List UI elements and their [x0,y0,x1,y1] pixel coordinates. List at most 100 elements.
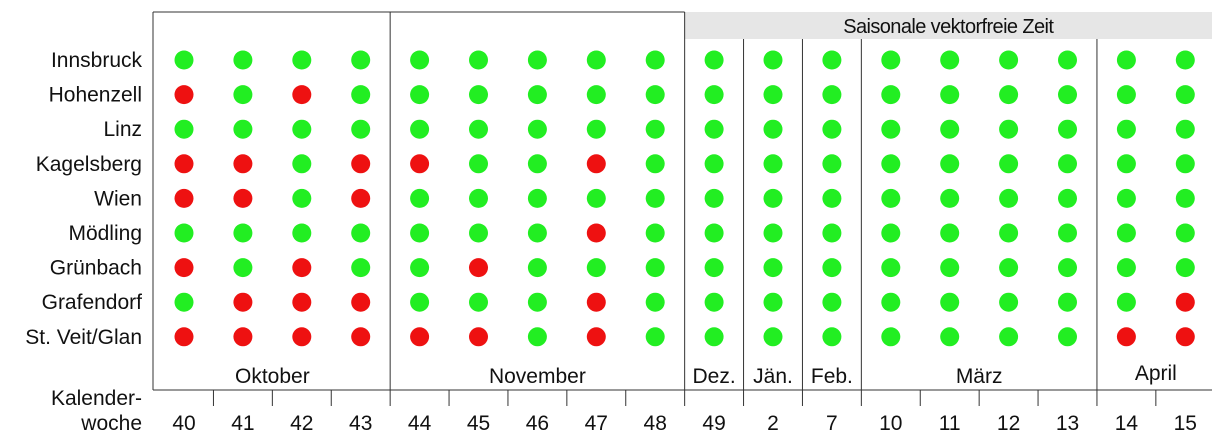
status-dot-green [645,327,665,347]
status-dot-green [469,154,488,174]
status-dot-green [1058,154,1077,174]
status-dot-green [704,258,724,278]
week-tick-label: 43 [349,412,372,435]
status-dot-green [1116,292,1136,312]
status-dot-green [1058,223,1077,243]
status-dot-green [1116,223,1136,243]
status-dot-red [469,258,488,278]
status-dot-red [1116,327,1136,347]
status-dot-green [527,119,547,139]
status-dot-green [410,119,430,139]
status-dot-red [292,85,312,105]
status-dot-green [940,119,960,139]
status-dot-green [881,258,901,278]
status-dot-green [233,85,253,105]
status-dot-green [174,119,194,139]
status-dot-green [410,258,430,278]
status-dot-green [822,327,842,347]
status-dot-green [174,292,194,312]
status-dot-green [940,292,960,312]
status-dot-green [1058,50,1077,70]
week-tick-label: 41 [231,412,254,435]
status-dot-green [527,50,547,70]
status-dot-green [469,223,488,243]
status-dot-green [527,85,547,105]
location-label: Mödling [68,222,142,245]
status-dot-green [351,85,371,105]
week-tick-label: 13 [1056,412,1079,435]
status-dot-green [704,50,724,70]
axis-title-line1: Kalender- [51,387,142,410]
status-dot-green [763,292,783,312]
status-dot-red [174,327,194,347]
status-dot-green [645,154,665,174]
status-dot-red [351,292,371,312]
status-dot-green [351,119,371,139]
status-dot-green [822,85,842,105]
status-dot-green [351,50,371,70]
status-dot-red [292,258,312,278]
status-dot-green [881,85,901,105]
status-dot-green [999,119,1019,139]
status-dot-red [174,154,194,174]
status-dot-green [645,188,665,208]
month-label: März [956,365,1003,388]
status-dot-green [940,223,960,243]
week-tick-label: 40 [172,412,195,435]
status-dot-green [645,85,665,105]
status-dot-green [1058,188,1077,208]
status-dot-green [881,327,901,347]
status-dot-green [292,50,312,70]
location-label: Linz [103,118,142,141]
location-label: St. Veit/Glan [25,326,142,349]
status-dot-green [292,154,312,174]
status-dot-green [1175,119,1195,139]
status-dot-red [233,292,253,312]
status-dot-green [822,292,842,312]
status-dot-green [1116,154,1136,174]
status-dot-green [410,188,430,208]
status-dot-green [1116,85,1136,105]
week-tick-label: 7 [826,412,838,435]
month-label: Dez. [693,365,736,388]
location-label: Grünbach [50,257,142,280]
status-dot-red [174,188,194,208]
status-dot-red [351,188,371,208]
status-dot-green [1175,188,1195,208]
week-tick-label: 15 [1174,412,1197,435]
status-dot-red [410,327,430,347]
status-dot-red [174,85,194,105]
status-dot-red [586,327,606,347]
status-dot-green [469,85,488,105]
status-dot-green [1058,327,1077,347]
status-dot-green [410,292,430,312]
status-dot-green [999,50,1019,70]
status-dot-green [704,119,724,139]
status-dot-green [527,188,547,208]
labels: Saisonale vektorfreie Zeit Oktober Novembe… [25,16,1197,435]
week-tick-label: 45 [467,412,490,435]
status-dot-green [174,223,194,243]
status-dot-red [292,327,312,347]
status-dot-green [1058,85,1077,105]
status-dot-green [881,119,901,139]
status-dot-green [999,327,1019,347]
status-dot-green [586,258,606,278]
status-dot-green [233,258,253,278]
month-label: Jän. [753,365,793,388]
status-dot-green [645,258,665,278]
status-dot-green [763,188,783,208]
status-dot-green [292,223,312,243]
status-dots [174,50,1195,347]
status-dot-green [704,223,724,243]
status-dot-red [1175,292,1195,312]
week-tick-label: 14 [1115,412,1139,435]
status-dot-green [645,292,665,312]
status-dot-green [704,188,724,208]
status-dot-green [940,50,960,70]
banner-label: Saisonale vektorfreie Zeit [843,16,1054,38]
month-label: April [1135,362,1177,385]
status-dot-green [645,50,665,70]
banner-background [684,12,1212,39]
